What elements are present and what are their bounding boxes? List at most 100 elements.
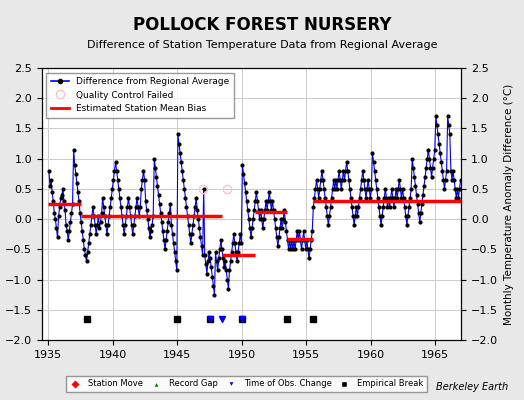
Point (81, 252, 90, 258)
Point (56, 204, 64, 210)
Point (271, 225, 280, 231)
Point (91, 222, 100, 228)
Point (251, 198, 259, 204)
Point (232, 249, 240, 256)
Point (211, 249, 220, 256)
Point (418, 201, 426, 207)
Point (340, 177, 348, 183)
Point (256, 207, 265, 213)
Point (156, 201, 164, 207)
Point (393, 195, 401, 201)
Point (86, 222, 95, 228)
Point (334, 177, 342, 183)
Point (399, 195, 408, 201)
Point (61, 207, 69, 213)
Point (198, 243, 206, 250)
Point (351, 213, 359, 219)
Point (274, 243, 282, 250)
Point (369, 158, 378, 165)
Point (221, 258, 230, 265)
Point (73, 180, 81, 186)
Point (417, 210, 425, 216)
Point (149, 213, 157, 219)
Point (406, 195, 414, 201)
Point (313, 186, 322, 192)
Point (376, 213, 384, 219)
Point (183, 213, 192, 219)
Point (318, 168, 326, 174)
Point (400, 204, 409, 210)
Point (263, 207, 271, 213)
Point (145, 225, 153, 231)
Point (218, 246, 226, 252)
Point (195, 225, 204, 231)
Point (121, 222, 129, 228)
Point (421, 174, 429, 180)
Point (349, 213, 357, 219)
Point (171, 258, 180, 265)
Point (383, 204, 391, 210)
Point (200, 186, 208, 192)
Point (387, 195, 395, 201)
Point (413, 201, 422, 207)
Point (136, 204, 145, 210)
Point (361, 186, 369, 192)
Point (152, 174, 160, 180)
Point (225, 267, 234, 274)
Point (181, 195, 190, 201)
Point (280, 207, 289, 213)
Point (109, 177, 117, 183)
Point (410, 174, 419, 180)
Point (178, 168, 187, 174)
Point (80, 246, 89, 252)
Point (141, 198, 150, 204)
Point (85, 231, 94, 238)
Point (175, 140, 183, 147)
Point (127, 222, 136, 228)
Point (67, 210, 75, 216)
Point (205, 249, 213, 256)
Point (295, 228, 303, 234)
Point (265, 189, 274, 195)
Point (435, 140, 443, 147)
Point (151, 164, 159, 171)
Point (306, 246, 314, 252)
Point (390, 204, 398, 210)
Point (368, 150, 377, 156)
Point (146, 234, 154, 240)
Point (58, 192, 66, 198)
Point (119, 222, 127, 228)
Point (257, 216, 266, 222)
Point (448, 177, 456, 183)
Point (414, 210, 423, 216)
Point (182, 204, 191, 210)
Point (420, 183, 428, 189)
Point (348, 204, 356, 210)
Point (160, 237, 168, 244)
Point (283, 237, 292, 244)
Point (310, 195, 319, 201)
Text: POLLOCK FOREST NURSERY: POLLOCK FOREST NURSERY (133, 16, 391, 34)
Point (231, 240, 239, 246)
Point (311, 186, 320, 192)
Point (158, 219, 166, 225)
Point (92, 231, 101, 238)
Point (224, 286, 233, 292)
Point (204, 258, 212, 265)
Point (57, 195, 65, 201)
Point (99, 195, 107, 201)
Point (401, 213, 410, 219)
Point (299, 228, 308, 234)
Point (166, 201, 174, 207)
Point (358, 168, 367, 174)
Point (432, 113, 440, 120)
Point (277, 216, 285, 222)
Point (90, 213, 98, 219)
Point (170, 249, 179, 256)
Point (296, 237, 304, 244)
Point (219, 255, 227, 262)
Point (286, 237, 294, 244)
Point (132, 204, 140, 210)
Point (290, 237, 298, 244)
Point (116, 195, 124, 201)
